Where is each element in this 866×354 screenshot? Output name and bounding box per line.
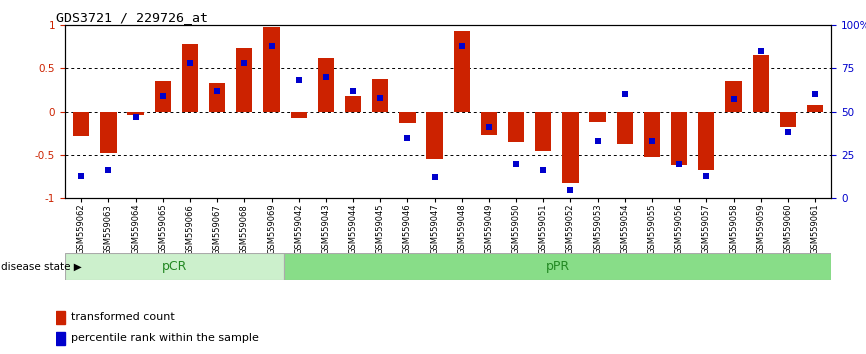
Bar <box>698 112 714 171</box>
Point <box>455 43 469 48</box>
Point <box>753 48 767 54</box>
Point <box>536 168 550 173</box>
Bar <box>127 112 144 115</box>
Bar <box>372 79 388 112</box>
Bar <box>562 112 578 183</box>
Point <box>156 93 170 99</box>
Point <box>564 187 578 193</box>
Bar <box>56 311 65 324</box>
Point <box>292 78 306 83</box>
Bar <box>807 105 824 112</box>
Point <box>617 91 631 97</box>
Point <box>645 138 659 144</box>
Bar <box>236 48 253 112</box>
Point <box>319 74 333 80</box>
Bar <box>535 112 552 150</box>
Point <box>781 130 795 135</box>
Point <box>700 173 714 178</box>
Point <box>210 88 224 93</box>
Bar <box>643 112 660 156</box>
Bar <box>100 112 117 153</box>
Bar <box>726 81 741 112</box>
Point <box>346 88 360 93</box>
Bar <box>182 44 198 112</box>
Point <box>591 138 604 144</box>
Text: transformed count: transformed count <box>70 312 174 322</box>
Bar <box>399 112 416 123</box>
Bar <box>671 112 688 165</box>
Bar <box>508 112 524 142</box>
Bar <box>318 58 334 112</box>
Text: pCR: pCR <box>162 260 187 273</box>
Bar <box>590 112 606 122</box>
Bar <box>753 55 769 112</box>
Point <box>428 175 442 180</box>
Point <box>727 97 740 102</box>
Point <box>129 114 143 120</box>
Bar <box>290 112 307 118</box>
Point <box>509 161 523 166</box>
Bar <box>263 27 280 112</box>
Point <box>808 91 822 97</box>
Point <box>373 95 387 101</box>
Bar <box>56 332 65 345</box>
Bar <box>155 81 171 112</box>
Point <box>265 43 279 48</box>
Text: GDS3721 / 229726_at: GDS3721 / 229726_at <box>56 11 209 24</box>
Bar <box>426 112 443 159</box>
Point <box>101 168 115 173</box>
Point <box>400 135 414 141</box>
Bar <box>209 83 225 112</box>
Point <box>237 60 251 66</box>
Point <box>183 60 197 66</box>
Point <box>672 161 686 166</box>
Point <box>482 124 496 130</box>
Bar <box>73 112 89 136</box>
Bar <box>481 112 497 135</box>
Bar <box>284 253 831 280</box>
Bar <box>454 31 470 112</box>
Bar <box>65 253 284 280</box>
Text: percentile rank within the sample: percentile rank within the sample <box>70 333 258 343</box>
Bar <box>779 112 796 127</box>
Bar <box>617 112 633 144</box>
Bar <box>345 96 361 112</box>
Text: pPR: pPR <box>546 260 570 273</box>
Point <box>74 173 88 178</box>
Text: disease state ▶: disease state ▶ <box>1 261 81 272</box>
